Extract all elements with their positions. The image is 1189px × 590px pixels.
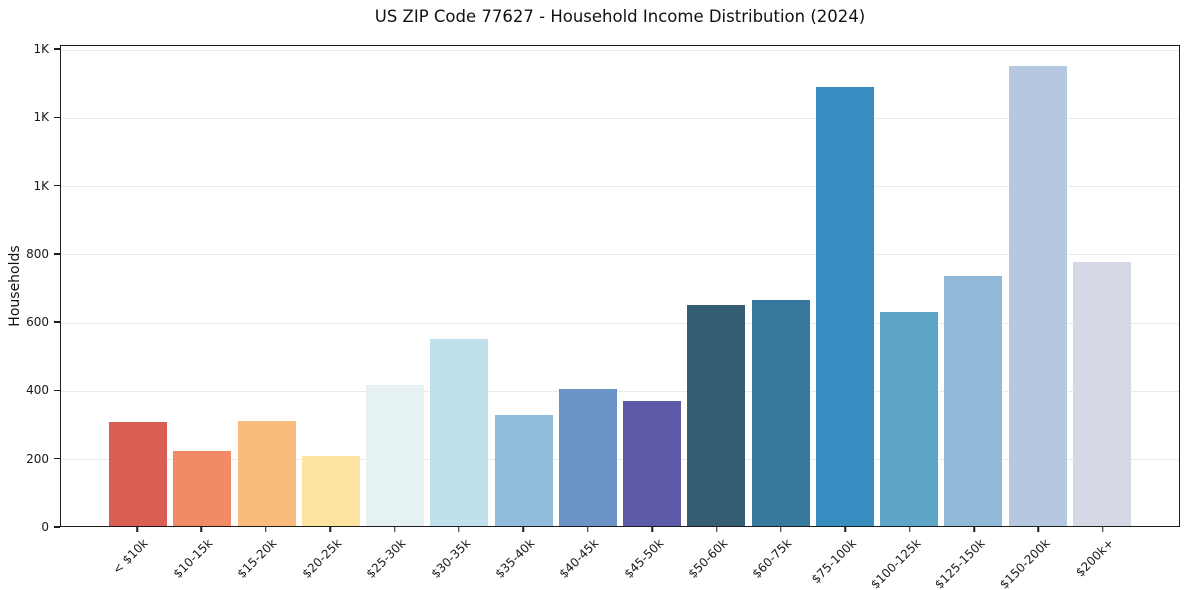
x-tick-mark: [393, 527, 396, 532]
x-tick-cell: $45-50k: [621, 527, 681, 590]
bar: [880, 311, 939, 526]
x-tick-cell: $25-30k: [363, 527, 424, 590]
bar: [751, 300, 810, 526]
x-tick-cell: $100-125k: [868, 527, 939, 590]
x-tick-cell: $150-200k: [997, 527, 1067, 590]
bar: [366, 385, 425, 526]
x-tick-cell: $20-25k: [299, 527, 359, 590]
x-tick-cell: $35-40k: [492, 527, 552, 590]
x-tick-mark: [586, 527, 589, 532]
y-tick-label: 600: [26, 315, 49, 330]
bar: [687, 304, 746, 526]
x-tick-cell: $30-35k: [427, 527, 488, 590]
x-tick-mark: [780, 527, 782, 532]
x-tick-label: $200k+: [1073, 536, 1117, 580]
x-tick-mark: [1102, 527, 1104, 532]
x-tick-label: $20-25k: [299, 536, 345, 581]
y-tick-mark: [54, 526, 60, 528]
x-tick-cell: $60-75k: [749, 527, 810, 590]
x-tick-cell: $15-20k: [234, 527, 295, 590]
x-tick-mark: [1037, 527, 1040, 532]
x-tick-mark: [265, 527, 267, 532]
x-tick-mark: [844, 527, 847, 532]
bar: [173, 450, 232, 526]
x-tick-label: $100-125k: [867, 536, 924, 590]
x-tick-mark: [715, 527, 718, 532]
y-tick-label: 1K: [33, 42, 49, 57]
x-tick-mark: [908, 527, 911, 532]
x-tick-label: $40-45k: [556, 536, 602, 581]
bar: [558, 389, 617, 526]
bar: [1008, 66, 1067, 526]
x-tick-cell: $50-60k: [685, 527, 746, 590]
x-tick-cell: $200k+: [1073, 527, 1132, 590]
bar: [1072, 262, 1131, 526]
x-tick-cell: $40-45k: [556, 527, 617, 590]
bar: [237, 420, 296, 526]
bar: [944, 275, 1003, 526]
plot-area: [60, 45, 1180, 527]
x-tick-cell: $75-100k: [809, 527, 874, 590]
x-tick-label: < $10k: [110, 536, 151, 577]
bar: [430, 338, 489, 526]
x-tick-label: $50-60k: [685, 536, 731, 581]
x-tick-mark: [651, 527, 653, 532]
y-tick-label: 0: [41, 520, 49, 534]
x-tick-label: $10-15k: [170, 536, 216, 581]
chart-title: US ZIP Code 77627 - Household Income Dis…: [374, 7, 866, 26]
gridline: [61, 254, 1179, 256]
x-tick-label: $30-35k: [427, 536, 473, 581]
bar: [109, 421, 167, 526]
y-tick-label: 200: [26, 451, 49, 466]
y-tick-label: 800: [26, 246, 49, 261]
y-tick-mark: [54, 253, 60, 255]
x-tick-label: $45-50k: [621, 536, 667, 581]
y-tick-mark: [54, 116, 60, 119]
x-tick-label: $150-200k: [996, 536, 1053, 590]
gridline: [61, 117, 1179, 119]
x-tick-cell: $10-15k: [170, 527, 230, 590]
y-tick-label: 400: [26, 383, 49, 398]
x-tick-mark: [329, 527, 331, 532]
x-tick-label: $25-30k: [363, 536, 409, 581]
gridline: [61, 186, 1179, 188]
x-tick-mark: [973, 527, 975, 532]
x-tick-mark: [522, 527, 525, 532]
gridline: [61, 459, 1179, 461]
bar: [301, 456, 360, 526]
y-tick-mark: [54, 389, 60, 392]
x-tick-label: $125-150k: [932, 536, 988, 590]
y-tick-mark: [54, 457, 60, 460]
x-tick-label: $15-20k: [234, 536, 280, 581]
x-tick-cell: $125-150k: [932, 527, 1003, 590]
gridline: [61, 390, 1179, 392]
y-tick-mark: [54, 184, 60, 187]
gridline: [61, 49, 1179, 51]
bar: [815, 87, 874, 526]
x-tick-label: $35-40k: [492, 536, 538, 581]
bars: [61, 46, 1179, 526]
x-axis: < $10k $10-15k $15-20k $20-25k $25-30k $30-35…: [60, 527, 1180, 590]
x-tick-mark: [458, 527, 460, 532]
bar: [623, 401, 682, 526]
x-tick-cell: < $10k: [108, 527, 166, 590]
x-tick-mark: [200, 527, 203, 532]
y-tick-label: 1K: [33, 110, 49, 125]
y-axis: 0 200 400 600 800 1K 1K 1K: [0, 0, 60, 590]
y-tick-mark: [54, 321, 60, 323]
x-tick-mark: [136, 527, 138, 532]
x-tick-label: $75-100k: [808, 536, 860, 587]
x-tick-label: $60-75k: [749, 536, 795, 581]
y-tick-label: 1K: [33, 178, 49, 193]
bar: [494, 414, 553, 526]
gridline: [61, 322, 1179, 324]
y-tick-mark: [54, 48, 60, 50]
